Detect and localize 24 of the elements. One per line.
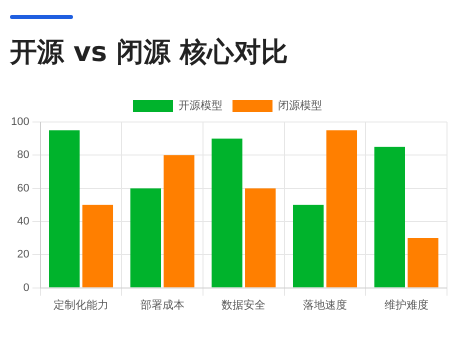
- legend-label: 开源模型: [178, 100, 222, 112]
- x-tick-label: 落地速度: [303, 298, 348, 312]
- bar: [245, 188, 276, 288]
- legend-label: 闭源模型: [278, 100, 322, 112]
- bar: [292, 204, 324, 288]
- bar: [164, 155, 194, 288]
- x-tick-label: 定制化能力: [54, 298, 109, 312]
- bar: [326, 130, 358, 288]
- bar: [408, 238, 438, 288]
- y-tick-label: 40: [17, 216, 30, 228]
- x-tick-label: 部署成本: [140, 298, 184, 312]
- x-tick-label: 数据安全: [222, 298, 266, 312]
- x-tick-label: 维护难度: [384, 298, 428, 312]
- bar: [82, 204, 114, 288]
- y-tick-label: 20: [17, 248, 30, 261]
- y-tick-label: 100: [10, 116, 30, 128]
- y-tick-label: 0: [23, 282, 30, 294]
- chart-title: 开源 vs 闭源 核心对比: [10, 36, 288, 70]
- y-tick-label: 60: [17, 182, 30, 194]
- bar: [212, 138, 242, 288]
- y-tick-label: 80: [17, 149, 30, 162]
- bar: [49, 130, 80, 288]
- bar: [130, 188, 162, 288]
- bar: [374, 146, 405, 288]
